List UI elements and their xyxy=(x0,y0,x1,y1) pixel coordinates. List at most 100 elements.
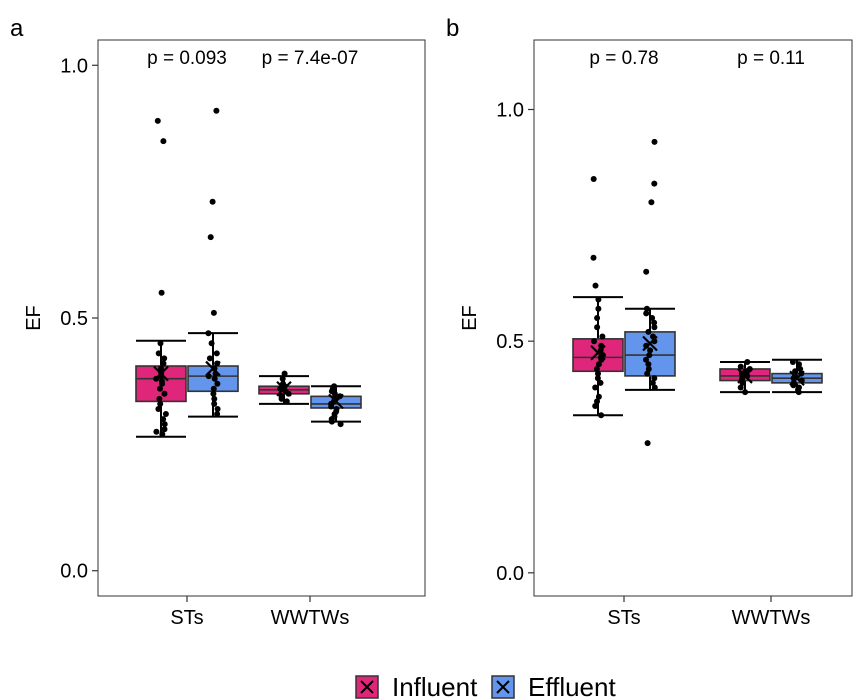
data-point xyxy=(157,400,164,407)
legend: Influent Effluent xyxy=(355,672,616,700)
x-tick-label: STs xyxy=(607,607,640,629)
data-point xyxy=(592,282,599,289)
data-point xyxy=(651,319,658,326)
data-point xyxy=(331,390,338,397)
data-point xyxy=(211,395,218,402)
data-point xyxy=(651,375,658,382)
data-point xyxy=(649,315,656,321)
data-point xyxy=(595,393,602,400)
data-point xyxy=(162,411,169,417)
box-influent-sts xyxy=(572,176,624,419)
data-point xyxy=(590,176,597,182)
data-point xyxy=(214,411,221,417)
data-point xyxy=(281,370,288,377)
data-point xyxy=(739,379,746,386)
data-point xyxy=(649,379,656,386)
data-point xyxy=(154,117,161,124)
data-point xyxy=(595,305,602,312)
panel-letter-a: a xyxy=(10,15,24,42)
data-point xyxy=(214,380,221,387)
box-influent-wwtws xyxy=(719,359,771,396)
legend-mean-marker-effluent xyxy=(496,680,510,694)
legend-item-effluent: Effluent xyxy=(491,672,616,700)
data-point xyxy=(158,289,165,296)
data-point xyxy=(592,384,599,391)
data-point xyxy=(153,428,160,435)
data-point xyxy=(595,296,602,303)
data-point xyxy=(159,380,166,387)
data-point xyxy=(337,421,344,428)
x-tick-label: STs xyxy=(170,607,203,629)
data-point xyxy=(594,375,601,382)
legend-label-influent: Influent xyxy=(392,672,478,700)
data-point xyxy=(213,107,220,114)
data-point xyxy=(208,340,215,347)
data-point xyxy=(157,340,164,347)
data-point xyxy=(207,234,214,241)
p-value-label: p = 0.11 xyxy=(737,48,805,69)
mean-marker xyxy=(205,360,221,377)
data-point xyxy=(155,350,162,357)
box-effluent-wwtws xyxy=(310,383,362,428)
data-point xyxy=(647,347,654,354)
data-point xyxy=(593,366,600,372)
panel-a: 0.0 0.5 1.0 EF STs p = 0.093 WWTWs p = 7.4e-07 xyxy=(23,39,426,629)
mean-marker xyxy=(737,368,753,384)
data-point xyxy=(279,375,286,382)
x-tick-label: WWTWs xyxy=(271,607,350,629)
p-value-label: p = 0.093 xyxy=(147,48,227,69)
data-point xyxy=(594,324,601,331)
data-point xyxy=(598,412,605,419)
data-point xyxy=(643,310,650,317)
data-point xyxy=(205,330,212,337)
legend-label-effluent: Effluent xyxy=(528,672,616,700)
data-point xyxy=(161,390,168,397)
p-value-label: p = 7.4e-07 xyxy=(262,48,359,69)
plot-area xyxy=(533,39,853,597)
data-point xyxy=(643,268,650,275)
data-point xyxy=(597,379,604,386)
data-point xyxy=(645,361,652,368)
y-tick-label: 0.0 xyxy=(60,561,88,583)
data-point xyxy=(592,403,599,409)
data-point xyxy=(211,375,218,382)
data-point xyxy=(797,366,804,372)
data-point xyxy=(157,385,163,392)
y-tick-label: 0.5 xyxy=(496,331,524,353)
data-point xyxy=(742,389,749,396)
data-point xyxy=(595,370,601,377)
y-tick-label: 0.0 xyxy=(496,563,524,585)
data-point xyxy=(737,363,744,370)
box-effluent-wwtws xyxy=(771,358,823,396)
data-point xyxy=(594,315,601,321)
box-effluent-sts xyxy=(624,138,676,447)
mean-marker xyxy=(642,335,658,352)
data-point xyxy=(789,359,796,365)
data-point xyxy=(210,309,217,316)
y-axis-title: EF xyxy=(23,305,45,331)
data-point xyxy=(161,426,168,433)
data-point xyxy=(160,416,167,423)
data-point xyxy=(651,180,658,187)
data-point xyxy=(643,305,650,312)
data-point xyxy=(643,356,649,363)
data-point xyxy=(158,365,164,372)
y-tick-label: 1.0 xyxy=(60,55,88,77)
x-tick-label: WWTWs xyxy=(732,607,811,629)
data-point xyxy=(206,355,213,362)
data-point xyxy=(594,398,600,405)
data-point xyxy=(744,359,751,365)
mean-marker xyxy=(789,370,805,387)
data-point xyxy=(599,333,606,340)
data-point xyxy=(210,385,217,392)
y-tick-label: 1.0 xyxy=(496,100,524,122)
mean-marker xyxy=(328,393,344,410)
data-point xyxy=(210,390,217,397)
data-point xyxy=(328,418,335,425)
data-point xyxy=(651,138,658,145)
data-point xyxy=(651,324,658,331)
plot-area xyxy=(97,39,426,597)
data-point xyxy=(648,199,655,206)
legend-mean-marker-influent xyxy=(360,680,374,694)
